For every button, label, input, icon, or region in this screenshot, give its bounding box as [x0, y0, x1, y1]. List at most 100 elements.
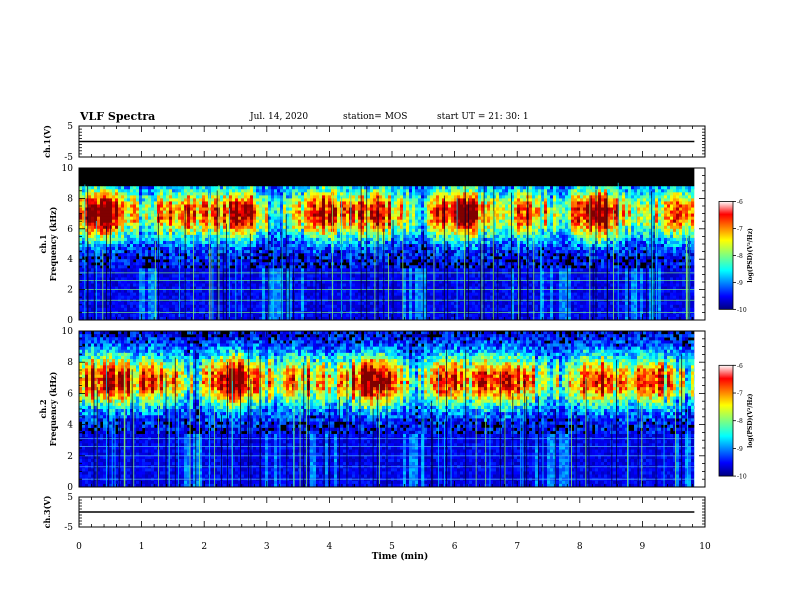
- psd-cell: [193, 286, 197, 290]
- psd-cell: [151, 219, 155, 224]
- psd-cell: [418, 250, 422, 254]
- psd-cell: [364, 237, 368, 242]
- psd-cell: [211, 201, 215, 205]
- psd-cell: [172, 244, 176, 248]
- psd-cell: [220, 289, 224, 293]
- psd-cell: [310, 280, 314, 284]
- psd-cell: [124, 213, 128, 217]
- psd-cell: [418, 228, 422, 233]
- psd-cell: [193, 259, 197, 263]
- psd-cell: [298, 228, 302, 233]
- psd-cell: [307, 259, 311, 263]
- psd-cell: [112, 247, 116, 251]
- psd-cell: [295, 240, 299, 245]
- psd-cell: [190, 192, 194, 196]
- psd-cell: [388, 283, 392, 287]
- psd-cell: [346, 189, 350, 193]
- psd-cell: [286, 268, 290, 272]
- psd-cell: [334, 259, 338, 263]
- psd-cell: [418, 244, 422, 248]
- psd-cell: [142, 207, 146, 211]
- psd-cell: [148, 240, 152, 245]
- psd-cell: [202, 286, 206, 290]
- psd-cell: [262, 204, 266, 208]
- psd-cell: [265, 247, 269, 251]
- psd-cell: [259, 289, 263, 293]
- psd-cell: [145, 207, 149, 211]
- psd-cell: [97, 225, 101, 230]
- psd-cell: [166, 204, 170, 208]
- psd-cell: [328, 204, 332, 208]
- psd-cell: [139, 201, 143, 205]
- psd-cell: [232, 244, 236, 248]
- psd-cell: [292, 237, 296, 242]
- psd-cell: [235, 247, 239, 251]
- psd-cell: [370, 301, 374, 306]
- psd-cell: [133, 292, 137, 296]
- psd-cell: [415, 210, 419, 214]
- psd-cell: [88, 198, 92, 202]
- psd-cell: [286, 204, 290, 208]
- psd-cell: [370, 213, 374, 217]
- psd-cell: [91, 277, 95, 281]
- psd-cell: [334, 286, 338, 290]
- psd-cell: [226, 292, 230, 296]
- psd-cell: [97, 237, 101, 242]
- psd-cell: [412, 207, 416, 211]
- psd-cell: [385, 265, 389, 269]
- psd-cell: [298, 289, 302, 293]
- psd-cell: [232, 216, 236, 220]
- psd-cell: [406, 277, 410, 281]
- psd-cell: [409, 225, 413, 230]
- psd-cell: [148, 268, 152, 272]
- psd-cell: [253, 189, 257, 193]
- psd-cell: [388, 250, 392, 254]
- psd-cell: [127, 256, 131, 260]
- psd-cell: [115, 286, 119, 290]
- psd-cell: [259, 256, 263, 260]
- psd-cell: [253, 283, 257, 287]
- psd-cell: [295, 274, 299, 278]
- psd-cell: [313, 268, 317, 272]
- psd-cell: [190, 313, 194, 318]
- psd-cell: [262, 189, 266, 193]
- psd-cell: [91, 304, 95, 309]
- psd-cell: [100, 316, 104, 321]
- psd-cell: [373, 210, 377, 214]
- psd-cell: [235, 253, 239, 257]
- psd-cell: [133, 286, 137, 290]
- psd-cell: [145, 219, 149, 224]
- psd-cell: [109, 216, 113, 220]
- psd-cell: [85, 262, 89, 266]
- psd-cell: [112, 210, 116, 214]
- psd-cell: [283, 186, 287, 190]
- psd-cell: [334, 307, 338, 312]
- psd-cell: [106, 210, 110, 214]
- psd-cell: [262, 304, 266, 309]
- psd-cell: [247, 237, 251, 242]
- psd-cell: [115, 244, 119, 248]
- psd-cell: [241, 216, 245, 220]
- psd-cell: [175, 192, 179, 196]
- psd-cell: [124, 256, 128, 260]
- psd-cell: [202, 289, 206, 293]
- psd-cell: [370, 280, 374, 284]
- psd-cell: [304, 283, 308, 287]
- psd-cell: [136, 216, 140, 220]
- psd-cell: [418, 240, 422, 245]
- psd-cell: [100, 195, 104, 199]
- psd-cell: [199, 231, 203, 236]
- psd-cell: [100, 222, 104, 227]
- psd-cell: [100, 228, 104, 233]
- psd-cell: [226, 277, 230, 281]
- psd-cell: [412, 289, 416, 293]
- psd-cell: [286, 256, 290, 260]
- psd-cell: [286, 295, 290, 300]
- psd-cell: [394, 280, 398, 284]
- psd-cell: [229, 225, 233, 230]
- psd-cell: [271, 198, 275, 202]
- psd-cell: [100, 301, 104, 306]
- psd-cell: [166, 301, 170, 306]
- psd-cell: [175, 277, 179, 281]
- psd-cell: [256, 292, 260, 296]
